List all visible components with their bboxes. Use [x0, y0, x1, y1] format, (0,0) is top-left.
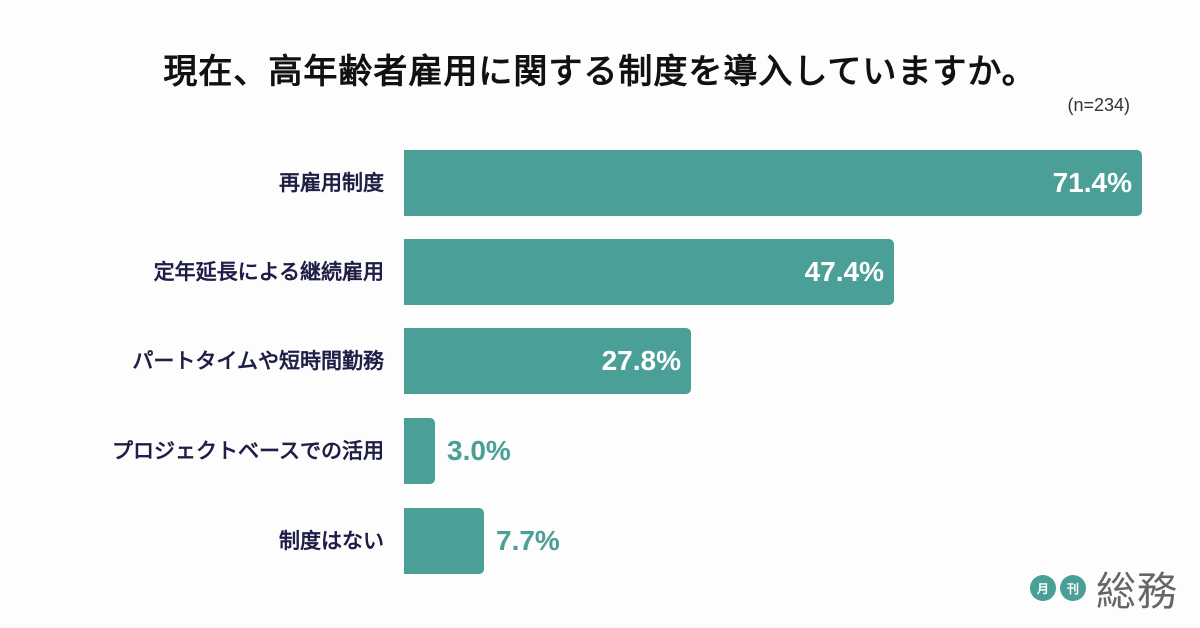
- bar-row: 制度はない 7.7%: [0, 508, 1200, 574]
- bar-row: パートタイムや短時間勤務 27.8%: [0, 328, 1200, 394]
- bar-row: 定年延長による継続雇用 47.4%: [0, 239, 1200, 305]
- logo-dot-month: 月: [1030, 575, 1056, 601]
- logo-name: 総務: [1096, 569, 1178, 615]
- sample-size: (n=234): [1067, 95, 1130, 115]
- chart-title: 現在、高年齢者雇用に関する制度を導入していますか。: [163, 52, 1037, 92]
- logo-dot-issue: 刊: [1060, 575, 1086, 601]
- category-label: パートタイムや短時間勤務: [132, 349, 384, 373]
- bar: [404, 239, 894, 305]
- bar: [404, 328, 691, 394]
- value-label: 27.8%: [601, 345, 681, 376]
- value-label: 3.0%: [447, 435, 511, 466]
- bar-row: 再雇用制度 71.4%: [0, 150, 1200, 216]
- bar: [404, 508, 484, 574]
- bar-row: プロジェクトベースでの活用 3.0%: [0, 418, 1200, 484]
- category-label: 定年延長による継続雇用: [153, 260, 384, 284]
- bar: [404, 418, 435, 484]
- value-label: 7.7%: [496, 525, 560, 556]
- value-label: 47.4%: [804, 256, 884, 287]
- category-label: プロジェクトベースでの活用: [112, 439, 384, 463]
- bar: [404, 150, 1142, 216]
- value-label: 71.4%: [1052, 167, 1132, 198]
- publisher-logo: 月 刊 総務: [1030, 558, 1178, 618]
- category-label: 再雇用制度: [279, 171, 384, 195]
- category-label: 制度はない: [279, 529, 384, 553]
